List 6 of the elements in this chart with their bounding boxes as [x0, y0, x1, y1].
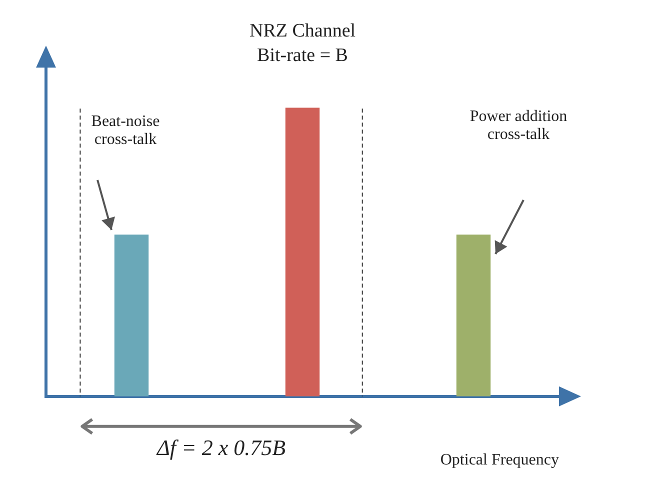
chart-title: NRZ Channel	[249, 20, 356, 42]
annotation: Beat-noise cross-talk	[90, 113, 161, 148]
text: Δf = 2 x 0.75B	[155, 435, 287, 461]
x-axis-title: Optical Frequency	[440, 452, 559, 469]
annotation: Power addition cross-talk	[468, 108, 568, 144]
chart-subtitle: Bit-rate = B	[257, 45, 348, 66]
